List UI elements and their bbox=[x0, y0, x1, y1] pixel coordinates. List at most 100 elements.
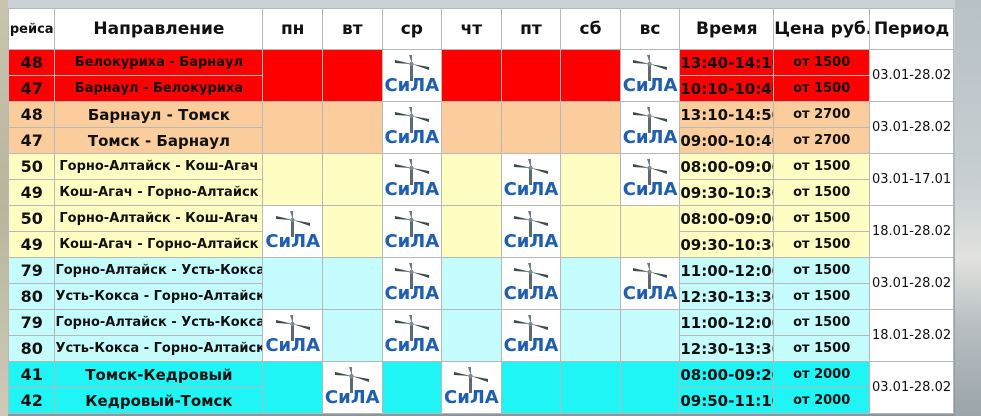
header-direction: Направление bbox=[54, 8, 264, 50]
header-day-sat: сб bbox=[560, 8, 621, 50]
table-row: 49 Кош-Агач - Горно-Алтайск 09:30-10:30 … bbox=[7, 179, 954, 206]
sila-logo-icon: СиЛА bbox=[383, 314, 441, 358]
flight-number: 48 bbox=[7, 49, 56, 76]
day-cell bbox=[560, 49, 621, 102]
day-cell bbox=[441, 205, 502, 258]
sila-logo-text: СиЛА bbox=[622, 282, 678, 304]
flight-price: от 1500 bbox=[773, 257, 871, 284]
sila-logo-text: СиЛА bbox=[324, 386, 380, 408]
flight-price: от 2000 bbox=[773, 387, 871, 414]
flight-price: от 1500 bbox=[773, 335, 871, 362]
route-name: Кош-Агач - Горно-Алтайск bbox=[54, 231, 264, 258]
flight-price: от 1500 bbox=[773, 179, 871, 206]
flight-number: 41 bbox=[7, 361, 56, 388]
flight-price: от 2700 bbox=[773, 127, 871, 154]
day-cell bbox=[500, 101, 562, 154]
route-name: Томск - Барнаул bbox=[54, 127, 264, 154]
flight-time: 11:00-12:00 bbox=[679, 309, 775, 336]
flight-number: 79 bbox=[7, 257, 56, 284]
flight-number: 50 bbox=[7, 205, 56, 232]
flight-period: 03.01-28.02 bbox=[869, 257, 954, 310]
route-name: Усть-Кокса - Горно-Алтайск bbox=[54, 283, 264, 310]
header-day-tue: вт bbox=[321, 8, 383, 50]
flight-price: от 1500 bbox=[773, 75, 871, 102]
flight-price: от 1500 bbox=[773, 231, 871, 258]
flight-time: 12:30-13:30 bbox=[679, 283, 775, 310]
sila-logo-text: СиЛА bbox=[265, 230, 321, 252]
table-row: 79 Горно-Алтайск - Усть-Кокса СиЛА СиЛА … bbox=[7, 309, 954, 362]
sila-logo-icon: СиЛА bbox=[383, 262, 441, 306]
table-row: 50 Горно-Алтайск - Кош-Агач СиЛА СиЛА Си… bbox=[7, 205, 954, 258]
route-name: Барнаул - Белокуриха bbox=[54, 75, 264, 102]
flight-number: 80 bbox=[7, 283, 56, 310]
sila-logo-icon: СиЛА bbox=[264, 210, 322, 254]
day-cell bbox=[321, 101, 383, 154]
flight-time: 09:30-10:30 bbox=[679, 231, 775, 258]
table-row: 41 Томск-Кедровый СиЛА СиЛА 08:00-09:20 … bbox=[7, 361, 954, 414]
flight-number: 80 bbox=[7, 335, 56, 362]
table-row: 48 Белокуриха - Барнаул СиЛА СиЛА 13:40-… bbox=[7, 49, 954, 102]
header-day-fri: пт bbox=[500, 8, 562, 50]
table-row: 79 Горно-Алтайск - Усть-Кокса СиЛА СиЛА … bbox=[7, 257, 954, 310]
flight-day-wed: СиЛА bbox=[381, 205, 443, 258]
day-cell bbox=[441, 257, 502, 310]
route-name: Кедровый-Томск bbox=[54, 387, 264, 414]
table-row: 48 Барнаул - Томск СиЛА СиЛА 13:10-14:50… bbox=[7, 101, 954, 154]
flight-time: 09:50-11:10 bbox=[679, 387, 775, 414]
table-row: 80 Усть-Кокса - Горно-Алтайск 12:30-13:3… bbox=[7, 335, 954, 362]
day-cell bbox=[619, 361, 681, 414]
flight-day-fri: СиЛА bbox=[500, 309, 562, 362]
flight-price: от 1500 bbox=[773, 309, 871, 336]
day-cell bbox=[441, 49, 502, 102]
sila-logo-icon: СиЛА bbox=[621, 158, 679, 202]
flight-price: от 1500 bbox=[773, 205, 871, 232]
day-cell bbox=[619, 309, 681, 362]
route-name: Кош-Агач - Горно-Алтайск bbox=[54, 179, 264, 206]
flight-day-tue: СиЛА bbox=[321, 361, 383, 414]
flight-time: 13:40-14:10 bbox=[679, 49, 775, 76]
sila-logo-text: СиЛА bbox=[622, 126, 678, 148]
flight-day-sun: СиЛА bbox=[619, 153, 681, 206]
flight-time: 10:10-10:40 bbox=[679, 75, 775, 102]
flight-time: 08:00-09:00 bbox=[679, 153, 775, 180]
flight-day-wed: СиЛА bbox=[381, 153, 443, 206]
flight-period: 18.01-28.02 bbox=[869, 205, 954, 258]
background-right bbox=[955, 0, 981, 416]
day-cell bbox=[560, 257, 621, 310]
route-name: Горно-Алтайск - Кош-Агач bbox=[54, 153, 264, 180]
day-cell bbox=[441, 153, 502, 206]
flight-day-thu: СиЛА bbox=[441, 361, 502, 414]
day-cell bbox=[500, 49, 562, 102]
sila-logo-text: СиЛА bbox=[384, 74, 440, 96]
header-day-mon: пн bbox=[262, 8, 323, 50]
sila-logo-icon: СиЛА bbox=[621, 106, 679, 150]
sila-logo-text: СиЛА bbox=[265, 334, 321, 356]
day-cell bbox=[441, 101, 502, 154]
sila-logo-icon: СиЛА bbox=[621, 262, 679, 306]
flight-number: 50 bbox=[7, 153, 56, 180]
table-row: 42 Кедровый-Томск 09:50-11:10 от 2000 bbox=[7, 387, 954, 414]
sila-logo-icon: СиЛА bbox=[383, 54, 441, 98]
day-cell bbox=[321, 205, 383, 258]
day-cell bbox=[560, 153, 621, 206]
flight-day-sun: СиЛА bbox=[619, 257, 681, 310]
flight-time: 09:00-10:40 bbox=[679, 127, 775, 154]
header-day-thu: чт bbox=[441, 8, 502, 50]
table-row: 80 Усть-Кокса - Горно-Алтайск 12:30-13:3… bbox=[7, 283, 954, 310]
flight-time: 13:10-14:50 bbox=[679, 101, 775, 128]
flight-time: 09:30-10:30 bbox=[679, 179, 775, 206]
route-name: Томск-Кедровый bbox=[54, 361, 264, 388]
route-name: Горно-Алтайск - Кош-Агач bbox=[54, 205, 264, 232]
route-name: Горно-Алтайск - Усть-Кокса bbox=[54, 257, 264, 284]
day-cell bbox=[560, 361, 621, 414]
flight-day-sun: СиЛА bbox=[619, 49, 681, 102]
table-row: 47 Томск - Барнаул 09:00-10:40 от 2700 bbox=[7, 127, 954, 154]
header-day-sun: вс bbox=[619, 8, 681, 50]
flight-price: от 2000 bbox=[773, 361, 871, 388]
sila-logo-icon: СиЛА bbox=[443, 366, 501, 410]
flight-day-wed: СиЛА bbox=[381, 49, 443, 102]
flight-number: 47 bbox=[7, 127, 56, 154]
day-cell bbox=[262, 101, 323, 154]
sila-logo-icon: СиЛА bbox=[502, 158, 560, 202]
flight-time: 11:00-12:00 bbox=[679, 257, 775, 284]
